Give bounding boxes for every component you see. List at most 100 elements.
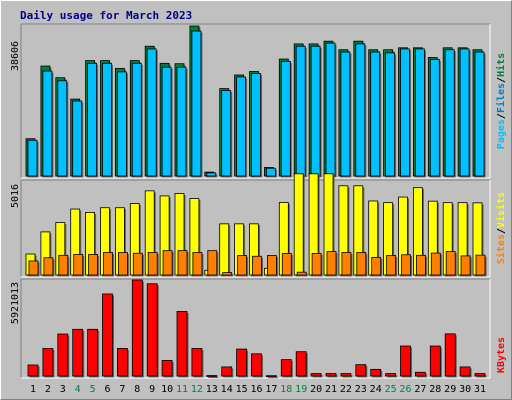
x-tick-label: 13 [206, 384, 218, 395]
sites-bar [296, 271, 307, 276]
x-tick-label: 15 [236, 384, 248, 395]
x-tick-label: 16 [250, 384, 262, 395]
files-bar [370, 51, 381, 177]
kbytes-bar [474, 373, 486, 377]
files-bar [295, 45, 306, 177]
x-tick-label: 29 [444, 384, 456, 395]
kbytes-bar [146, 283, 158, 377]
sites-bar [475, 254, 486, 276]
legend-entry: Sites [495, 234, 507, 264]
files-bar [191, 30, 202, 177]
sites-bar [415, 254, 426, 276]
x-tick-label: 1 [30, 384, 36, 395]
files-bar [176, 66, 187, 177]
sites-bar [192, 252, 203, 276]
x-tick-label: 12 [191, 384, 203, 395]
x-tick-label: 5 [90, 384, 96, 395]
sites-bar [147, 252, 158, 276]
kbytes-bar-shadow [208, 377, 219, 379]
sites-bar [88, 253, 98, 276]
kbytes-bar [444, 333, 456, 377]
files-bar [310, 45, 321, 177]
x-tick-label: 6 [104, 384, 110, 395]
kbytes-bar [102, 293, 113, 377]
x-tick-label: 20 [310, 384, 322, 395]
sites-bar [356, 252, 367, 276]
files-bar [72, 100, 83, 177]
files-bar [57, 80, 68, 177]
x-tick-label: 17 [265, 384, 277, 395]
files-bar [42, 70, 53, 177]
kbytes-bar [340, 373, 352, 377]
files-bar [117, 71, 127, 177]
sites-bar [252, 255, 262, 276]
sites-bar [445, 251, 456, 276]
x-tick-label: 28 [429, 384, 441, 395]
kbytes-bar [295, 351, 307, 377]
kbytes-bar [176, 311, 188, 377]
kbytes-bar [370, 368, 382, 377]
files-bar [340, 51, 351, 177]
y-axis-max-label: 5016 [10, 184, 21, 208]
files-bar [414, 48, 425, 177]
sites-bar [222, 272, 233, 276]
sites-bar [207, 250, 218, 276]
kbytes-bar [414, 371, 426, 377]
files-bar [474, 51, 485, 177]
sites-bar [58, 254, 69, 276]
files-bar [251, 73, 261, 177]
kbytes-bar [310, 373, 322, 377]
sites-bar [132, 252, 143, 276]
y-axis-max-label: 5921013 [10, 282, 21, 324]
kbytes-bar [72, 328, 84, 377]
files-bar [400, 48, 410, 177]
sites-bar [460, 255, 471, 276]
sites-bar [281, 253, 292, 276]
kbytes-bar [206, 375, 218, 377]
legend-entry: Visits [495, 192, 507, 228]
kbytes-bar [42, 348, 54, 377]
x-tick-label: 18 [280, 384, 292, 395]
files-bar [429, 59, 440, 177]
kbytes-bar [459, 366, 471, 377]
files-bar [280, 60, 291, 177]
files-bar [27, 139, 38, 177]
x-tick-label: 7 [119, 384, 125, 395]
kbytes-bar [280, 359, 292, 377]
sites-bar [43, 257, 54, 276]
sites-bar [177, 250, 188, 276]
sites-bar [28, 260, 39, 276]
kbytes-bar [265, 375, 277, 378]
x-tick-label: 21 [325, 384, 337, 395]
files-bar [236, 76, 247, 177]
x-tick-label: 27 [414, 384, 426, 395]
files-bar [325, 42, 336, 177]
files-bar [131, 62, 142, 177]
kbytes-bar [400, 345, 411, 377]
x-tick-label: 10 [161, 384, 173, 395]
x-tick-label: 8 [134, 384, 140, 395]
sites-bar [401, 254, 411, 276]
files-bar [87, 62, 97, 177]
kbytes-bar [87, 328, 98, 377]
x-tick-label: 31 [474, 384, 486, 395]
legend-entry: Files [495, 83, 507, 113]
kbytes-bar [236, 348, 248, 377]
legend-hits-files-pages: Pages/Files/Hits [495, 53, 507, 149]
x-tick-label: 23 [355, 384, 367, 395]
x-tick-label: 9 [149, 384, 155, 395]
files-bar [265, 167, 276, 177]
kbytes-bar [221, 366, 233, 377]
y-axis-max-label: 38606 [10, 41, 21, 71]
x-tick-label: 22 [340, 384, 352, 395]
files-bar [221, 90, 232, 177]
kbytes-bar [355, 364, 367, 377]
x-tick-label: 2 [45, 384, 51, 395]
sites-bar [73, 253, 84, 276]
legend-entry: Hits [495, 53, 507, 77]
kbytes-bar-shadow [267, 377, 278, 379]
sites-bar [430, 252, 441, 276]
files-bar [102, 62, 112, 177]
kbytes-bar [251, 353, 262, 377]
legend-entry: / [496, 228, 507, 234]
